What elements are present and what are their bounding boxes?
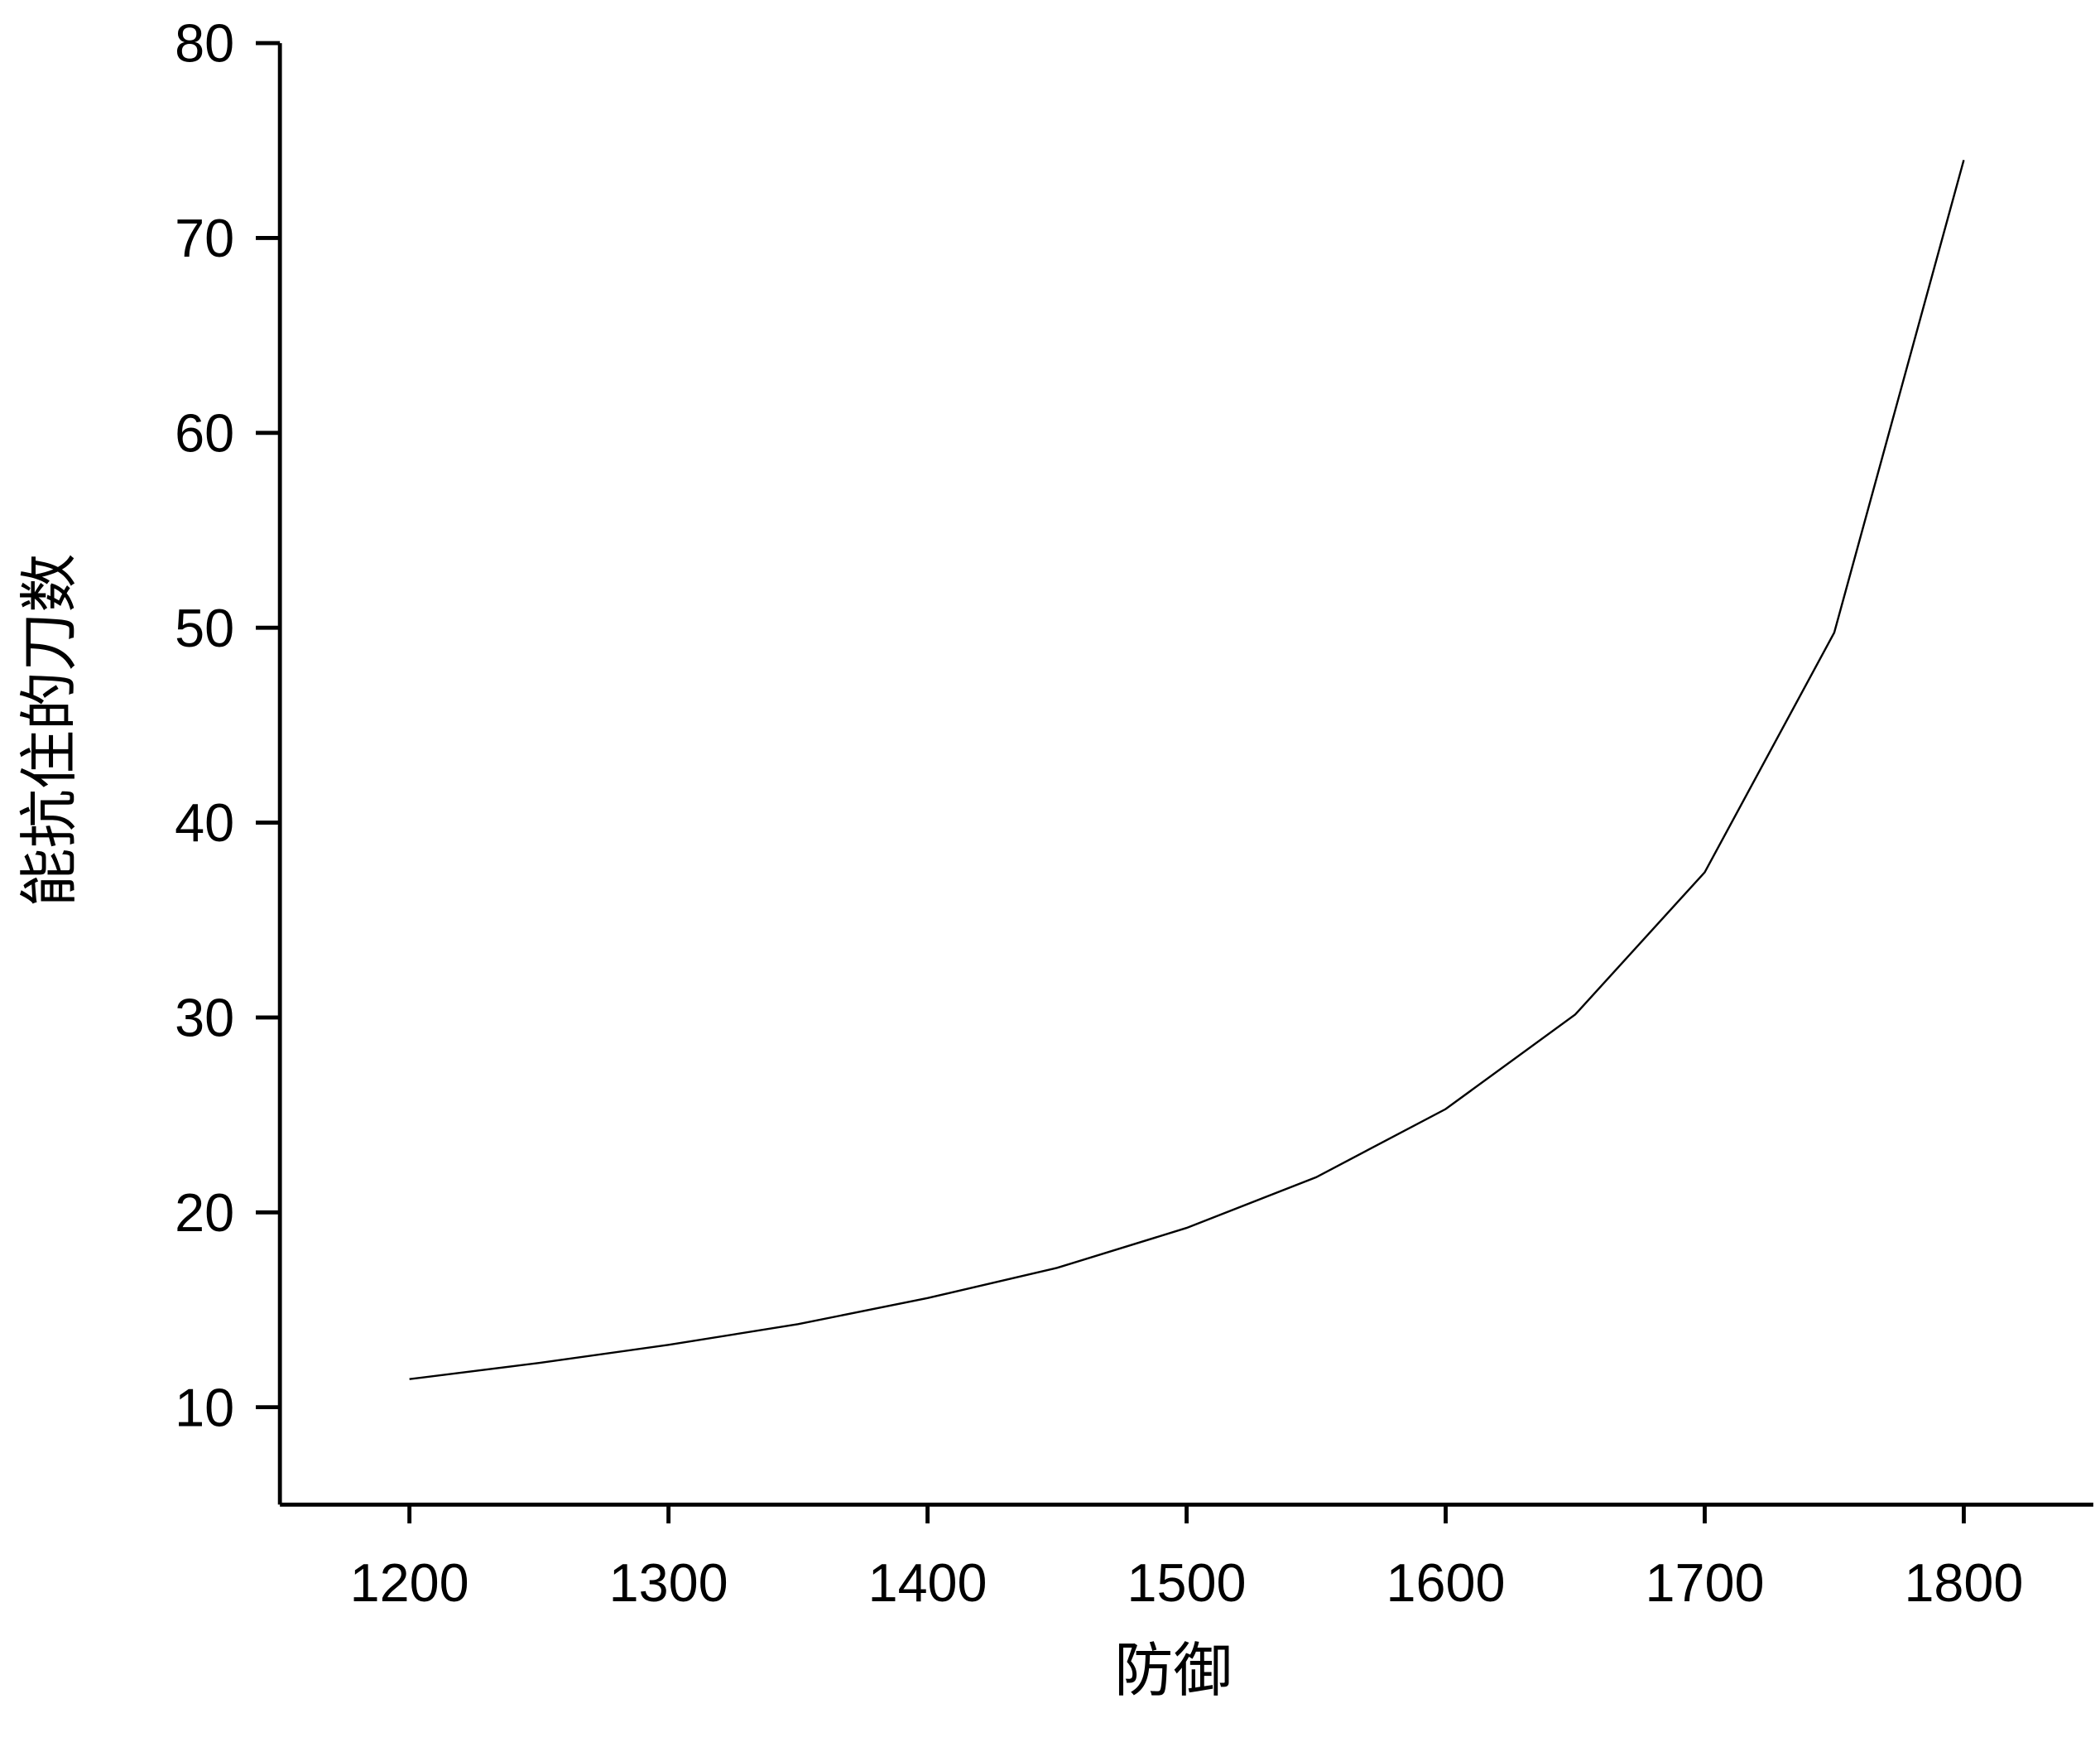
x-tick-label: 1700 <box>1645 1552 1764 1613</box>
y-tick-label: 10 <box>175 1377 234 1437</box>
line <box>409 159 1965 1380</box>
y-axis-title: 能抗住的刀数 <box>17 554 83 907</box>
x-tick-label: 1800 <box>1904 1552 2023 1613</box>
x-tick-label: 1500 <box>1127 1552 1247 1613</box>
y-tick-label: 40 <box>175 792 234 853</box>
x-tick-label: 1600 <box>1386 1552 1506 1613</box>
y-tick-label: 20 <box>175 1182 234 1243</box>
y-tick-label: 30 <box>175 988 234 1048</box>
y-tick-label: 60 <box>175 402 234 463</box>
x-tick-label: 1400 <box>868 1552 988 1613</box>
x-tick-label: 1200 <box>350 1552 469 1613</box>
x-tick-label: 1300 <box>609 1552 728 1613</box>
y-tick-label: 50 <box>175 598 234 658</box>
x-axis-title: 防御 <box>1114 1639 1232 1704</box>
y-tick-label: 70 <box>175 208 234 268</box>
y-tick-label: 80 <box>175 13 234 74</box>
